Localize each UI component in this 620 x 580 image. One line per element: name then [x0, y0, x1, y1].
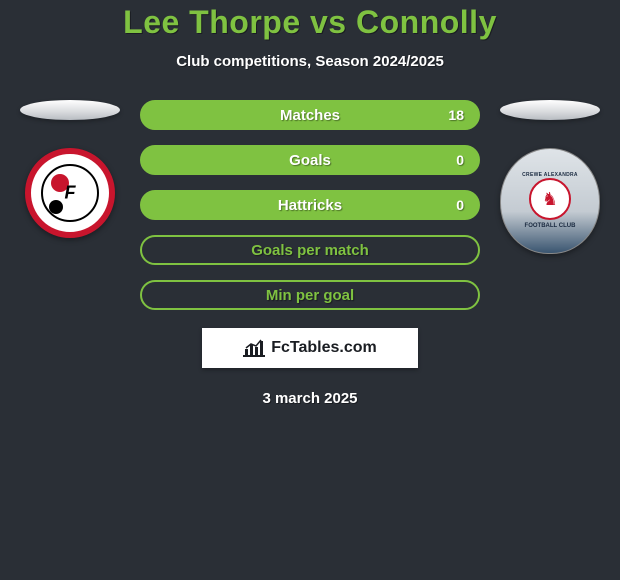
brand-text: FcTables.com	[271, 339, 377, 357]
stat-value: 18	[448, 107, 464, 123]
stat-value: 0	[456, 152, 464, 168]
right-side: CREWE ALEXANDRA ♞ FOOTBALL CLUB	[500, 100, 600, 254]
stat-row-goals: Goals 0	[140, 145, 480, 175]
left-side: F	[20, 100, 120, 238]
main-content: F Matches 18 Goals 0 Hattricks 0 Goals p…	[0, 100, 620, 310]
stat-row-min-per-goal: Min per goal	[140, 280, 480, 310]
stat-row-goals-per-match: Goals per match	[140, 235, 480, 265]
page-title: Lee Thorpe vs Connolly	[0, 4, 620, 41]
stat-label: Goals	[289, 152, 331, 169]
stat-label: Min per goal	[266, 287, 354, 304]
right-badge-text-bottom: FOOTBALL CLUB	[525, 223, 576, 230]
right-badge-inner: ♞	[529, 178, 571, 220]
chart-icon	[243, 339, 265, 357]
stat-label: Matches	[280, 107, 340, 124]
brand-box: FcTables.com	[202, 328, 418, 368]
stat-row-matches: Matches 18	[140, 100, 480, 130]
left-badge-letter: F	[65, 183, 76, 204]
right-team-badge: CREWE ALEXANDRA ♞ FOOTBALL CLUB	[500, 148, 600, 254]
stats-panel: Matches 18 Goals 0 Hattricks 0 Goals per…	[140, 100, 480, 310]
left-badge-inner: F	[41, 164, 99, 222]
left-team-badge: F	[25, 148, 115, 238]
right-platform	[500, 100, 600, 120]
stat-label: Hattricks	[278, 197, 342, 214]
date-text: 3 march 2025	[0, 390, 620, 407]
stat-row-hattricks: Hattricks 0	[140, 190, 480, 220]
right-badge-emblem: ♞	[542, 189, 558, 210]
page-subtitle: Club competitions, Season 2024/2025	[0, 53, 620, 70]
stat-value: 0	[456, 197, 464, 213]
stat-label: Goals per match	[251, 242, 369, 259]
left-platform	[20, 100, 120, 120]
